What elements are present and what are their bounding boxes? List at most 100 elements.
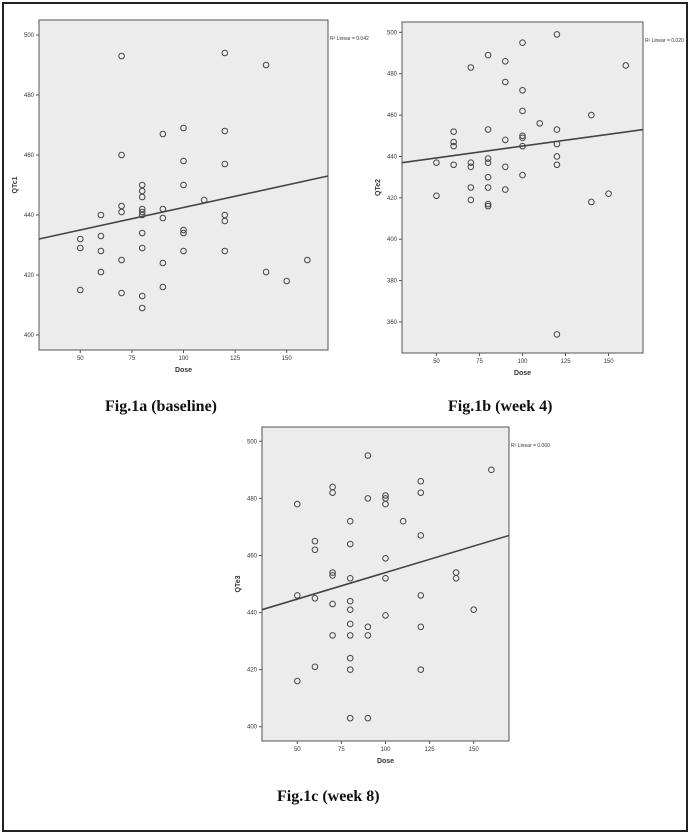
y-tick-label: 400 [24,333,35,339]
fit-line [261,534,510,611]
data-point [138,208,146,216]
x-tick-label: 75 [338,747,345,753]
data-point [519,142,526,150]
data-point [364,714,372,722]
data-point [262,268,270,276]
data-point [221,160,229,168]
x-tick-label: 125 [230,356,241,362]
data-point [484,155,492,162]
y-tick-label: 460 [247,553,258,559]
data-point [417,489,425,496]
data-point [467,184,475,191]
data-point [118,151,125,159]
data-point [417,592,425,599]
scatter-panel-1a: 50 75 100 125 150 400 420 440 460 480 500 Dose QTc1 R… [12,19,369,374]
data-point [304,256,311,264]
data-point [138,211,146,219]
data-point [76,244,84,252]
caption-1c: Fig.1c (week 8) [277,788,380,805]
data-point [138,229,146,237]
data-point [262,61,270,69]
y-tick-label: 500 [387,30,398,36]
y-tick-label: 480 [247,496,258,502]
data-point [467,64,475,71]
y-tick-label: 380 [387,279,398,285]
r-squared-label: R² Linear = 0.060 [511,443,550,449]
data-point [553,331,561,338]
data-point [433,192,440,200]
x-axis-label: Dose [175,367,192,374]
data-point [484,51,492,59]
x-tick-label: 50 [294,747,301,753]
y-tick-label: 420 [247,668,258,674]
data-point [553,126,561,133]
data-point [346,606,354,613]
x-tick-label: 50 [77,356,84,362]
data-point [138,292,146,300]
data-point [118,289,125,297]
data-point [382,612,389,619]
caption-1b: Fig.1b (week 4) [448,398,553,415]
data-point [450,138,457,146]
r-squared-label: R² Linear = 0.042 [330,36,369,42]
data-point [329,489,336,496]
data-point [180,124,187,132]
y-tick-label: 420 [24,273,35,279]
data-point [293,677,301,685]
data-point [159,214,167,222]
data-point [97,268,105,276]
data-point [553,153,561,160]
data-point [221,49,229,57]
y-axis-label: QTc1 [12,176,19,193]
data-point [346,714,354,722]
data-point [346,666,354,673]
data-point [484,202,492,210]
y-axis-label: QTe3 [235,575,242,592]
data-point [588,111,595,119]
y-tick-label: 500 [247,439,258,445]
data-point [200,196,208,204]
data-point [450,128,457,135]
data-point [467,163,475,171]
plot-area-1a [38,19,329,351]
data-point [97,211,105,219]
data-point [311,594,319,602]
data-point [488,466,495,474]
data-point [417,532,425,539]
data-point [553,161,561,169]
data-point [221,217,229,225]
data-point [180,181,187,189]
data-point [159,259,167,267]
data-point [364,623,372,631]
data-point [118,256,125,264]
data-point [519,39,526,46]
data-point [329,600,336,608]
y-tick-label: 440 [247,611,258,617]
data-point [553,140,561,148]
data-point [159,205,167,213]
fit-line [38,175,329,240]
x-tick-label: 50 [433,359,440,365]
data-point [605,190,612,198]
data-point [138,244,146,252]
data-point [553,31,561,38]
data-point [180,226,187,234]
data-point [346,540,354,548]
data-point [346,574,354,582]
data-point [138,304,146,312]
data-point [346,620,354,628]
x-tick-label: 150 [282,356,293,362]
data-point [159,283,167,291]
caption-1a: Fig.1a (baseline) [105,398,217,415]
data-point [417,666,425,673]
data-point [221,247,229,255]
x-tick-label: 150 [469,747,480,753]
y-tick-label: 400 [387,237,398,243]
fit-line [401,128,644,164]
data-point [159,130,167,138]
data-point [382,555,389,562]
data-point [364,632,372,639]
y-tick-label: 460 [387,113,398,119]
scatter-panel-1c: 50 75 100 125 150 400 420 440 460 480 500 Dose QTe3 R… [235,426,550,765]
